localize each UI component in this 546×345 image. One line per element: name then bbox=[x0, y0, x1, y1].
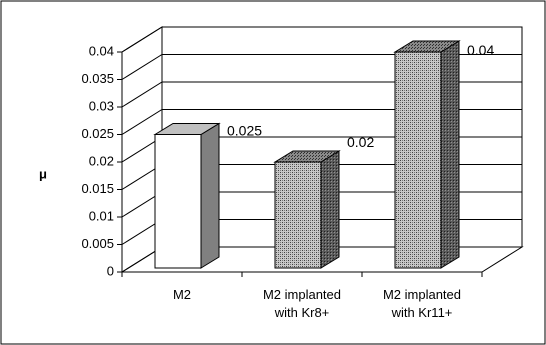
bar bbox=[273, 150, 341, 269]
y-tick-label: 0.03 bbox=[89, 98, 114, 113]
category-labels: M2 M2 implanted with Kr8+ M2 implanted with … bbox=[173, 287, 461, 320]
y-tick-label: 0.035 bbox=[81, 71, 114, 86]
gridline bbox=[121, 26, 522, 53]
bar-front bbox=[154, 134, 202, 269]
data-label: 0.02 bbox=[347, 134, 374, 150]
category-label: M2 implanted bbox=[383, 287, 461, 302]
bar bbox=[153, 122, 221, 269]
y-tick-labels: 0 0.005 0.01 0.015 0.02 0.025 0.03 0.035 0.04 bbox=[81, 43, 114, 278]
y-tick-label: 0.015 bbox=[81, 181, 114, 196]
y-tick-label: 0 bbox=[107, 263, 114, 278]
category-label: with Kr11+ bbox=[391, 305, 453, 320]
gridline bbox=[121, 54, 522, 80]
bar-side bbox=[320, 150, 340, 269]
category-label: M2 bbox=[173, 287, 191, 302]
data-label: 0.04 bbox=[467, 42, 494, 58]
category-label: with Kr8+ bbox=[274, 305, 330, 320]
y-tick-label: 0.04 bbox=[89, 43, 114, 58]
bar-side bbox=[440, 40, 460, 269]
bar-front bbox=[274, 161, 322, 269]
axes bbox=[117, 51, 483, 277]
data-labels: 0.025 0.02 0.04 bbox=[227, 42, 494, 150]
bar-front bbox=[394, 51, 442, 269]
y-tick-label: 0.01 bbox=[89, 208, 114, 223]
category-label: M2 implanted bbox=[263, 287, 341, 302]
y-tick-label: 0.005 bbox=[81, 236, 114, 251]
y-tick-label: 0.02 bbox=[89, 153, 114, 168]
bar bbox=[393, 40, 461, 269]
data-label: 0.025 bbox=[227, 123, 262, 139]
y-axis-title: μ bbox=[39, 166, 47, 181]
bar-side bbox=[200, 122, 220, 269]
gridline bbox=[121, 81, 522, 108]
bars bbox=[153, 40, 461, 269]
y-tick-label: 0.025 bbox=[81, 126, 114, 141]
